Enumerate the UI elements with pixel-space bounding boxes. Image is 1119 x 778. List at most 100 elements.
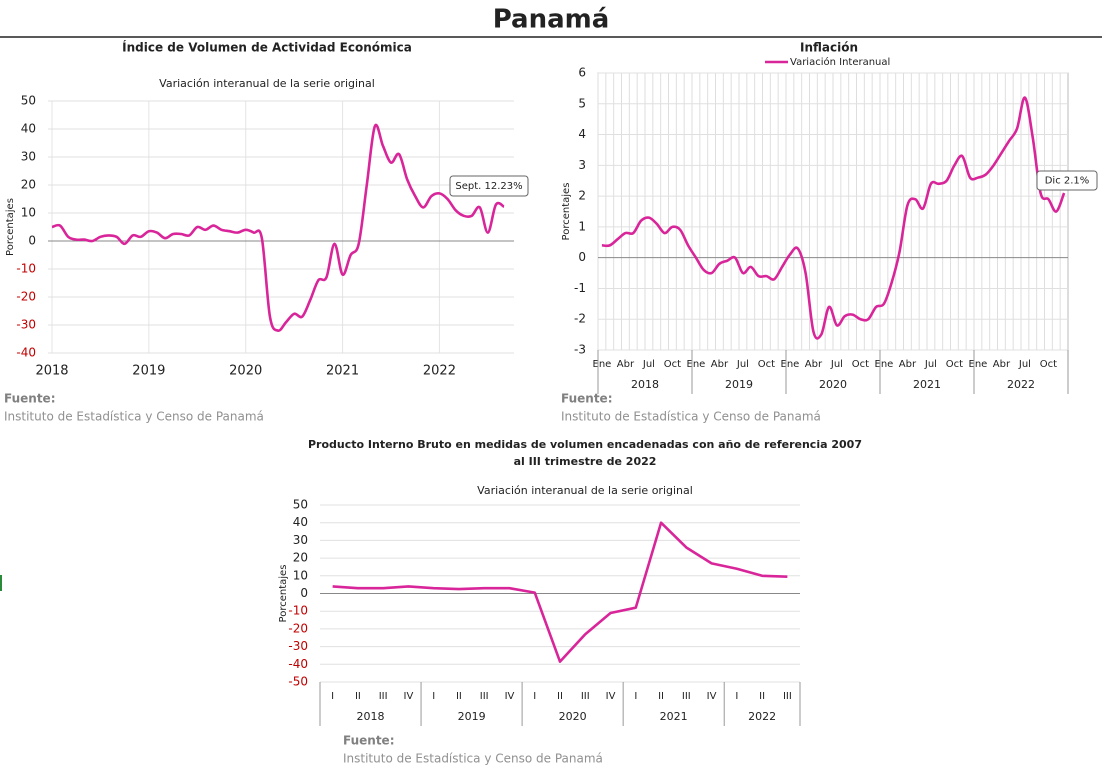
y-tick-label: -1	[574, 281, 586, 295]
y-tick-label: -2	[574, 312, 586, 326]
y-tick-label: -30	[288, 639, 308, 653]
x-tick-label: Abr	[899, 359, 917, 370]
x-tick-label: Jul	[924, 359, 937, 370]
x-group-label: 2022	[1007, 378, 1035, 391]
y-tick-label: -30	[16, 318, 36, 332]
x-tick-label: Oct	[1040, 359, 1057, 370]
x-tick-label: Ene	[593, 359, 612, 370]
y-tick-label: 0	[300, 586, 308, 600]
y-tick-label: 50	[293, 498, 308, 512]
x-tick-label: I	[533, 691, 536, 702]
x-tick-label: Ene	[969, 359, 988, 370]
annotation-box	[1036, 170, 1098, 191]
x-tick-label: 2020	[229, 364, 262, 379]
x-tick-label: Abr	[711, 359, 729, 370]
x-tick-label: Oct	[852, 359, 869, 370]
x-tick-label: II	[456, 691, 462, 702]
page-title: Panamá	[493, 5, 610, 35]
source-text: Instituto de Estadística y Censo de Pana…	[4, 410, 264, 424]
x-tick-label: III	[581, 691, 590, 702]
y-tick-label: 40	[21, 122, 36, 136]
x-group-label: 2018	[357, 710, 385, 723]
x-group-label: 2019	[725, 378, 753, 391]
x-tick-label: III	[783, 691, 792, 702]
chart-subtitle: Variación interanual de la serie origina…	[477, 484, 693, 497]
y-tick-label: 1	[578, 219, 586, 233]
x-group-label: 2021	[913, 378, 941, 391]
y-tick-label: 0	[28, 234, 36, 248]
x-tick-label: Oct	[758, 359, 775, 370]
chart-title: Producto Interno Bruto en medidas de vol…	[308, 438, 862, 451]
plot-frame	[48, 101, 514, 353]
x-tick-label: III	[682, 691, 691, 702]
y-tick-label: 10	[293, 568, 308, 582]
y-tick-label: 10	[21, 206, 36, 220]
x-tick-label: I	[634, 691, 637, 702]
x-tick-label: II	[355, 691, 361, 702]
data-line	[332, 521, 788, 663]
source-heading: Fuente:	[343, 734, 395, 748]
x-tick-label: Jul	[642, 359, 655, 370]
chart-subtitle: Variación interanual de la serie origina…	[159, 77, 375, 90]
y-tick-label: -10	[288, 604, 308, 618]
y-tick-label: 4	[578, 127, 586, 141]
y-tick-label: 5	[578, 96, 586, 110]
source-text: Instituto de Estadística y Censo de Pana…	[343, 752, 603, 766]
y-axis-label: Porcentajes	[561, 183, 572, 241]
data-line	[601, 96, 1066, 340]
y-tick-label: -20	[16, 290, 36, 304]
y-tick-label: 50	[21, 94, 36, 108]
y-tick-label: -40	[16, 346, 36, 360]
y-tick-label: 3	[578, 158, 586, 172]
y-tick-label: 40	[293, 515, 308, 529]
x-tick-label: III	[480, 691, 489, 702]
y-tick-label: 20	[293, 551, 308, 565]
x-group-label: 2018	[631, 378, 659, 391]
source-heading: Fuente:	[4, 392, 56, 406]
source-heading: Fuente:	[561, 392, 613, 406]
x-tick-label: I	[735, 691, 738, 702]
x-tick-label: Jul	[736, 359, 749, 370]
x-tick-label: Abr	[993, 359, 1011, 370]
x-tick-label: Abr	[805, 359, 823, 370]
x-tick-label: Oct	[664, 359, 681, 370]
chart-title: Índice de Volumen de Actividad Económica	[122, 40, 412, 55]
y-axis-label: Porcentajes	[5, 198, 16, 256]
y-tick-label: 30	[293, 533, 308, 547]
y-tick-label: 2	[578, 189, 586, 203]
chart-title: Inflación	[800, 41, 858, 55]
x-tick-label: Ene	[781, 359, 800, 370]
data-line	[51, 123, 505, 332]
y-tick-label: -50	[288, 675, 308, 689]
x-group-label: 2022	[748, 710, 776, 723]
x-tick-label: Jul	[830, 359, 843, 370]
x-tick-label: III	[379, 691, 388, 702]
y-tick-label: -40	[288, 657, 308, 671]
x-tick-label: Abr	[617, 359, 635, 370]
x-tick-label: IV	[404, 691, 414, 702]
y-axis-label: Porcentajes	[278, 565, 289, 623]
y-tick-label: 20	[21, 178, 36, 192]
x-group-label: 2020	[819, 378, 847, 391]
x-tick-label: II	[759, 691, 765, 702]
y-tick-label: 6	[578, 66, 586, 80]
x-tick-label: IV	[606, 691, 616, 702]
x-tick-label: II	[658, 691, 664, 702]
y-tick-label: 0	[578, 250, 586, 264]
y-tick-label: -3	[574, 343, 586, 357]
x-tick-label: I	[432, 691, 435, 702]
edge-marker	[0, 575, 2, 591]
annotation-box	[449, 175, 529, 197]
x-tick-label: IV	[505, 691, 515, 702]
x-group-label: 2020	[559, 710, 587, 723]
x-tick-label: Oct	[946, 359, 963, 370]
chart-title: al III trimestre de 2022	[514, 455, 657, 468]
x-group-label: 2019	[458, 710, 486, 723]
legend-label: Variación Interanual	[790, 56, 890, 68]
x-tick-label: 2019	[132, 364, 165, 379]
y-tick-label: 30	[21, 150, 36, 164]
annotation: Sept. 12.23%	[455, 181, 522, 192]
annotation: Dic 2.1%	[1045, 176, 1090, 187]
y-tick-label: -10	[16, 262, 36, 276]
